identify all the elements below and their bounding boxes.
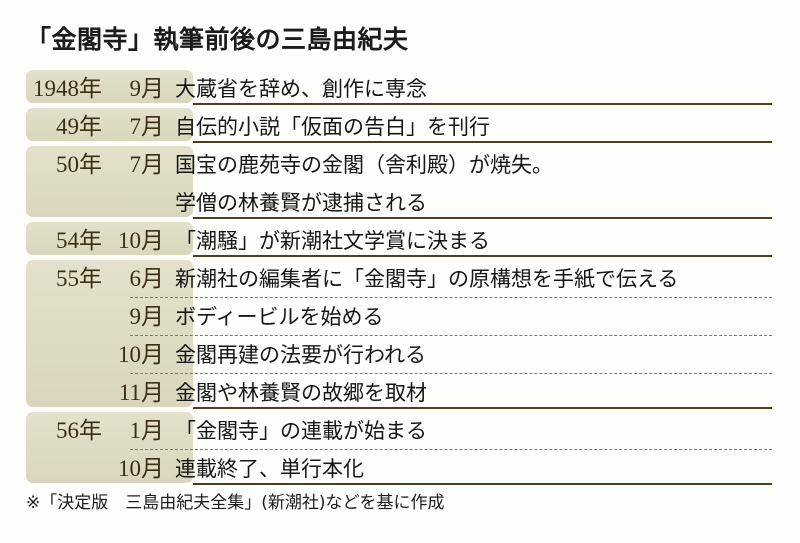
timeline-group: 54年 10月 「潮騒」が新潮社文学賞に決まる <box>0 222 800 260</box>
timeline-group: 49年 7月 自伝的小説「仮面の告白」を刊行 <box>0 108 800 146</box>
row-month: 11月 <box>118 380 164 405</box>
row-month: 10月 <box>118 342 164 367</box>
row-month: 9月 <box>129 76 165 101</box>
date-band <box>26 222 193 255</box>
date-band <box>26 412 193 483</box>
row-month: 10月 <box>118 456 164 481</box>
timeline-group: 1948年 9月 大蔵省を辞め、創作に専念 <box>0 70 800 108</box>
row-month: 9月 <box>129 304 165 329</box>
date-band <box>26 70 193 103</box>
group-divider <box>193 103 772 105</box>
row-event: 金閣や林養賢の故郷を取材 <box>175 381 427 405</box>
table-row: 9月 ボディービルを始める <box>0 297 800 336</box>
date-band <box>26 260 193 407</box>
row-year: 50年 <box>56 152 102 177</box>
table-row: 54年 10月 「潮騒」が新潮社文学賞に決まる <box>0 222 800 260</box>
row-event: 大蔵省を辞め、創作に専念 <box>175 77 427 101</box>
row-event: 新潮社の編集者に「金閣寺」の原構想を手紙で伝える <box>175 267 679 291</box>
group-divider <box>193 483 772 485</box>
table-row: 50年 7月 国宝の鹿苑寺の金閣（舎利殿）が焼失。 学僧の林養賢が逮捕される <box>0 146 800 222</box>
row-event: 金閣再建の法要が行われる <box>175 343 426 367</box>
group-divider <box>193 255 772 257</box>
row-month: 1月 <box>129 418 165 443</box>
source-footnote: ※「決定版 三島由紀夫全集」(新潮社)などを基に作成 <box>26 493 445 513</box>
group-divider <box>193 141 772 143</box>
page-title: 「金閣寺」執筆前後の三島由紀夫 <box>26 25 409 54</box>
row-year: 54年 <box>56 228 102 253</box>
row-year: 49年 <box>56 114 102 139</box>
table-row: 1948年 9月 大蔵省を辞め、創作に専念 <box>0 70 800 108</box>
row-event: 「金閣寺」の連載が始まる <box>175 419 427 443</box>
table-row: 10月 連載終了、単行本化 <box>0 449 800 488</box>
date-band <box>26 108 193 141</box>
table-row: 10月 金閣再建の法要が行われる <box>0 335 800 374</box>
row-event: 国宝の鹿苑寺の金閣（舎利殿）が焼失。 学僧の林養賢が逮捕される <box>175 153 553 215</box>
timeline-table: 1948年 9月 大蔵省を辞め、創作に専念 49年 7月 自伝的小説「仮面の告白」を刊行 5… <box>0 70 800 488</box>
row-event: 連載終了、単行本化 <box>175 457 364 481</box>
row-month: 10月 <box>118 228 164 253</box>
table-row: 55年 6月 新潮社の編集者に「金閣寺」の原構想を手紙で伝える <box>0 260 800 298</box>
timeline-group: 55年 6月 新潮社の編集者に「金閣寺」の原構想を手紙で伝える 9月 ボディービルを始め… <box>0 260 800 412</box>
row-year: 1948年 <box>33 76 102 101</box>
timeline-group: 50年 7月 国宝の鹿苑寺の金閣（舎利殿）が焼失。 学僧の林養賢が逮捕される <box>0 146 800 222</box>
date-band <box>26 146 193 217</box>
row-event: 「潮騒」が新潮社文学賞に決まる <box>175 229 490 253</box>
group-divider <box>193 407 772 409</box>
group-divider <box>193 217 772 219</box>
row-year: 55年 <box>56 266 102 291</box>
row-year: 56年 <box>56 418 102 443</box>
table-row: 11月 金閣や林養賢の故郷を取材 <box>0 373 800 412</box>
table-row: 49年 7月 自伝的小説「仮面の告白」を刊行 <box>0 108 800 146</box>
row-month: 7月 <box>129 152 165 177</box>
row-month: 7月 <box>129 114 165 139</box>
row-month: 6月 <box>129 266 165 291</box>
row-event: ボディービルを始める <box>175 305 384 329</box>
timeline-group: 56年 1月 「金閣寺」の連載が始まる 10月 連載終了、単行本化 <box>0 412 800 488</box>
table-row: 56年 1月 「金閣寺」の連載が始まる <box>0 412 800 450</box>
row-event: 自伝的小説「仮面の告白」を刊行 <box>175 115 490 139</box>
